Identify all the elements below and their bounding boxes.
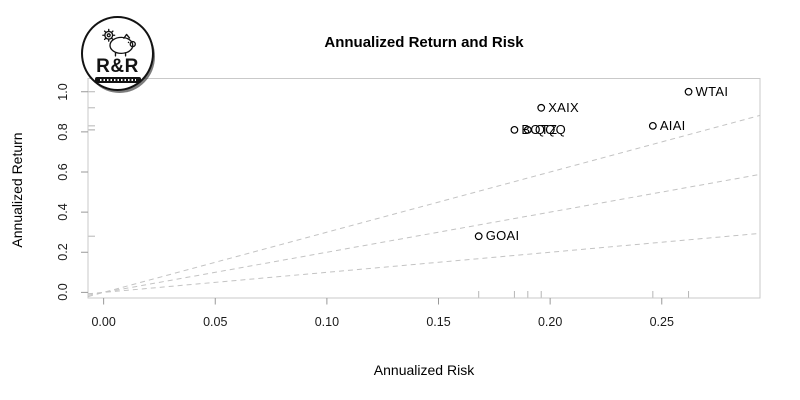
point-goai xyxy=(474,232,483,241)
x-tick-label: 0.20 xyxy=(537,315,563,329)
logo-badge: R&R xyxy=(81,16,154,91)
y-axis-title: Annualized Return xyxy=(9,132,25,248)
x-tick-label: 0.10 xyxy=(314,315,340,329)
point-aiai xyxy=(648,121,657,130)
y-tick-label: 0.8 xyxy=(56,123,70,141)
logo-text: R&R xyxy=(96,56,139,77)
y-tick-label: 0.4 xyxy=(56,203,70,221)
point-label-goai: GOAI xyxy=(485,228,520,244)
reference-line-sharpe-1 xyxy=(87,232,761,295)
y-tick-label: 0.6 xyxy=(56,163,70,181)
point-label-aiai: AIAI xyxy=(659,118,686,134)
chart-title: Annualized Return and Risk xyxy=(324,34,524,51)
x-tick-label: 0.25 xyxy=(649,315,674,329)
point-label-wtai: WTAI xyxy=(695,83,729,99)
logo-website-bar xyxy=(94,77,141,83)
point-qqq xyxy=(523,125,532,134)
point-xaix xyxy=(537,103,546,112)
point-botz xyxy=(510,125,519,134)
point-label-botz: BOTZ xyxy=(521,122,558,138)
reference-line-sharpe-2 xyxy=(87,173,761,296)
y-tick-label: 1.0 xyxy=(56,83,70,101)
point-label-qqq: QQQ xyxy=(534,122,567,138)
piggy-bank-gear-icon xyxy=(101,28,136,57)
reference-line-sharpe-3 xyxy=(87,114,761,298)
point-label-xaix: XAIX xyxy=(548,99,580,115)
plot-box xyxy=(87,78,761,299)
y-tick-label: 0.0 xyxy=(56,283,70,302)
x-axis-title: Annualized Risk xyxy=(373,362,475,378)
x-tick-label: 0.00 xyxy=(91,315,116,329)
x-tick-label: 0.05 xyxy=(203,315,228,329)
y-tick-label: 0.2 xyxy=(56,243,70,261)
x-tick-label: 0.15 xyxy=(426,315,451,329)
point-wtai xyxy=(684,87,693,96)
